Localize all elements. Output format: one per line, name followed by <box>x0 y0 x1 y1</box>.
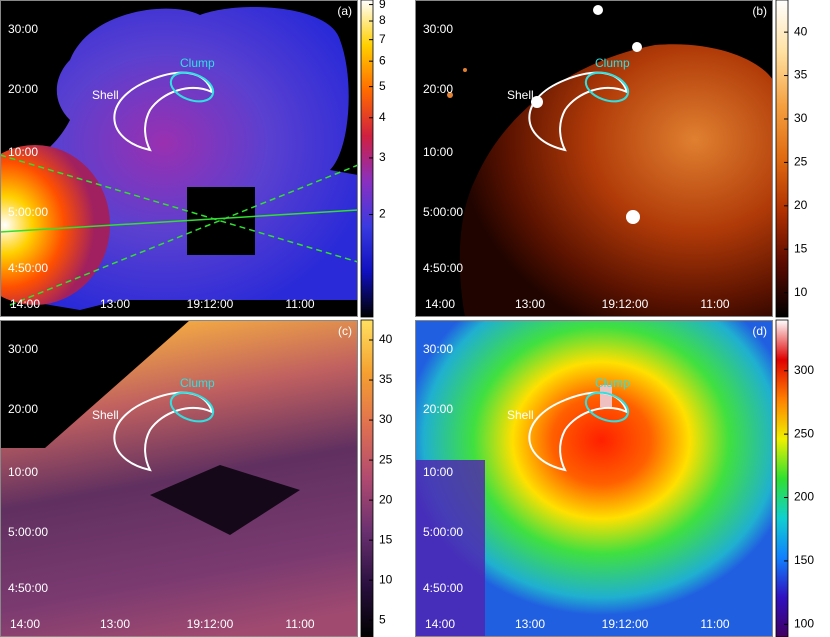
panel-label: (a) <box>337 4 352 18</box>
colorbar <box>360 319 374 637</box>
x-tick-label: 14:00 <box>425 297 455 311</box>
panel-label: (b) <box>752 4 767 18</box>
x-tick-label: 13:00 <box>100 617 130 631</box>
y-tick-label: 30:00 <box>8 22 38 36</box>
x-tick-label: 19:12:00 <box>602 617 649 631</box>
colorbar-tick-label: 20 <box>379 492 393 506</box>
colorbar-tick-label: 2 <box>379 207 386 221</box>
colorbar-tick-label: 30 <box>794 111 808 125</box>
shell-region <box>113 71 214 152</box>
colorbar <box>775 319 789 637</box>
colorbar-tick-label: 35 <box>794 68 808 82</box>
y-tick-label: 10:00 <box>8 465 38 479</box>
panel-label: (c) <box>338 324 352 338</box>
colorbar-tick-label: 6 <box>379 53 386 67</box>
clump-region <box>584 391 630 423</box>
x-tick-label: 11:00 <box>285 617 314 631</box>
clump-label: Clump <box>180 56 215 70</box>
clump-region <box>584 71 630 103</box>
x-tick-label: 13:00 <box>100 297 130 311</box>
colorbar-tick-label: 5 <box>379 612 386 626</box>
y-tick-label: 30:00 <box>8 342 38 356</box>
colorbar-tick-label: 25 <box>794 155 808 169</box>
colorbar-tick-label: 25 <box>379 452 393 466</box>
colorbar-tick-label: 5 <box>379 79 386 93</box>
x-tick-label: 19:12:00 <box>187 297 234 311</box>
clump-label: Clump <box>595 56 630 70</box>
colorbar-tick-label: 8 <box>379 13 386 27</box>
x-tick-label: 19:12:00 <box>187 617 234 631</box>
y-tick-label: 5:00:00 <box>8 525 48 539</box>
panel-overlay: Shell Clump (c) 14:00 13:00 19:12:00 11:00 30:0… <box>0 319 393 637</box>
colorbar-tick-label: 30 <box>379 412 393 426</box>
panel-image-b <box>415 0 773 318</box>
shell-region <box>528 71 629 152</box>
colorbar-tick-label: 3 <box>379 150 386 164</box>
y-tick-label: 20:00 <box>423 402 453 416</box>
colorbar-tick-label: 7 <box>379 32 386 46</box>
panel-label: (d) <box>752 324 767 338</box>
colorbar-tick-label: 10 <box>794 285 808 299</box>
y-tick-label: 20:00 <box>8 402 38 416</box>
x-tick-label: 13:00 <box>515 617 545 631</box>
colorbar-tick-label: 9 <box>379 0 386 11</box>
x-tick-label: 11:00 <box>700 617 729 631</box>
colorbar-tick-label: 4 <box>379 110 386 124</box>
colorbar-tick-label: 15 <box>379 532 393 546</box>
clump-region <box>169 71 215 103</box>
shell-label: Shell <box>92 88 119 102</box>
shell-label: Shell <box>92 408 119 422</box>
shell-region <box>528 391 629 472</box>
x-tick-label: 11:00 <box>700 297 729 311</box>
y-tick-label: 4:50:00 <box>8 581 48 595</box>
y-tick-label: 30:00 <box>423 342 453 356</box>
colorbar-tick-label: 10 <box>379 572 393 586</box>
panel-image-c <box>0 320 358 637</box>
y-tick-label: 10:00 <box>423 465 453 479</box>
panel-image-d <box>415 320 773 637</box>
x-tick-label: 19:12:00 <box>602 297 649 311</box>
panel-overlay: Shell Clump (b) 14:00 13:00 19:12:00 11:00 30:0… <box>415 0 808 318</box>
colorbar-tick-label: 20 <box>794 198 808 212</box>
clump-label: Clump <box>595 376 630 390</box>
colorbar-tick-label: 250 <box>794 426 814 440</box>
panel-frame <box>0 0 358 317</box>
panel-image-a <box>0 0 359 317</box>
shell-label: Shell <box>507 88 534 102</box>
colorbar-tick-label: 100 <box>794 616 814 630</box>
colorbar-tick-label: 200 <box>794 490 814 504</box>
y-tick-label: 30:00 <box>423 22 453 36</box>
panel-frame <box>415 0 773 317</box>
colorbar-tick-label: 35 <box>379 372 393 386</box>
panel-overlay: Shell Clump (d) 14:00 13:00 19:12:00 11:00 30:0… <box>415 319 814 637</box>
y-tick-label: 20:00 <box>8 82 38 96</box>
colorbar-tick-label: 300 <box>794 363 814 377</box>
x-tick-label: 13:00 <box>515 297 545 311</box>
y-tick-label: 5:00:00 <box>423 525 463 539</box>
colorbar <box>775 0 789 318</box>
y-tick-label: 4:50:00 <box>423 581 463 595</box>
clump-region <box>169 391 215 423</box>
colorbar-tick-label: 150 <box>794 553 814 567</box>
shell-label: Shell <box>507 408 534 422</box>
shell-region <box>113 391 214 472</box>
y-tick-label: 5:00:00 <box>8 205 48 219</box>
y-tick-label: 10:00 <box>8 145 38 159</box>
x-tick-label: 14:00 <box>425 617 455 631</box>
y-tick-label: 10:00 <box>423 145 453 159</box>
y-tick-label: 4:50:00 <box>8 261 48 275</box>
colorbar-tick-label: 40 <box>379 332 393 346</box>
x-tick-label: 14:00 <box>10 617 40 631</box>
colorbar-tick-label: 40 <box>794 24 808 38</box>
y-tick-label: 20:00 <box>423 82 453 96</box>
x-tick-label: 11:00 <box>285 297 314 311</box>
colorbar <box>360 0 374 318</box>
y-tick-label: 5:00:00 <box>423 205 463 219</box>
panel-overlay: Shell Clump (a) 14:00 13:00 19:12:00 11:00 30:0… <box>0 0 386 318</box>
y-tick-label: 4:50:00 <box>423 261 463 275</box>
x-tick-label: 14:00 <box>10 297 40 311</box>
clump-label: Clump <box>180 376 215 390</box>
colorbar-tick-label: 15 <box>794 241 808 255</box>
